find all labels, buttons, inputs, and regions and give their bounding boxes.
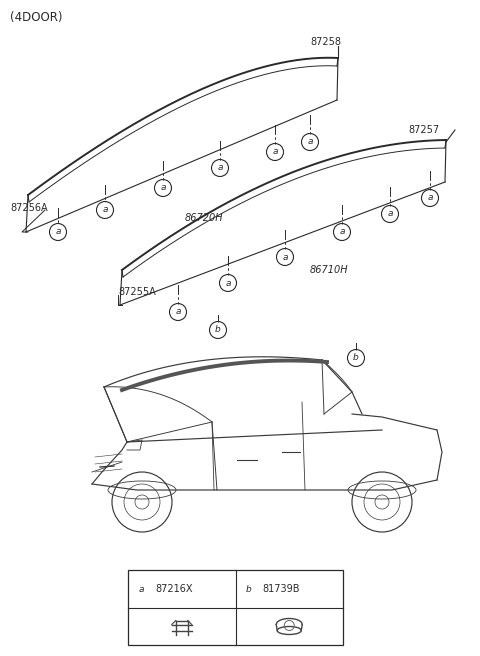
- Text: b: b: [215, 325, 221, 335]
- Text: 87257: 87257: [408, 125, 439, 135]
- Text: a: a: [138, 584, 144, 594]
- Text: b: b: [353, 354, 359, 363]
- Text: a: a: [282, 253, 288, 262]
- Text: a: a: [225, 279, 231, 287]
- Text: 87256A: 87256A: [10, 203, 48, 213]
- Text: a: a: [307, 138, 313, 146]
- Text: 87216X: 87216X: [155, 584, 192, 594]
- Text: a: a: [217, 163, 223, 173]
- Text: a: a: [427, 194, 433, 203]
- Text: 87258: 87258: [310, 37, 341, 47]
- Text: a: a: [339, 228, 345, 237]
- Text: a: a: [272, 148, 278, 157]
- Text: 86720H: 86720H: [185, 213, 224, 223]
- Text: a: a: [387, 209, 393, 218]
- Text: 87255A: 87255A: [118, 287, 156, 297]
- Text: (4DOOR): (4DOOR): [10, 12, 62, 24]
- Text: a: a: [102, 205, 108, 215]
- Text: a: a: [175, 308, 181, 316]
- Text: a: a: [160, 184, 166, 192]
- Text: b: b: [246, 584, 252, 594]
- Bar: [128, 570, 343, 645]
- Text: a: a: [55, 228, 61, 237]
- Text: 86710H: 86710H: [310, 265, 348, 275]
- Text: 81739B: 81739B: [263, 584, 300, 594]
